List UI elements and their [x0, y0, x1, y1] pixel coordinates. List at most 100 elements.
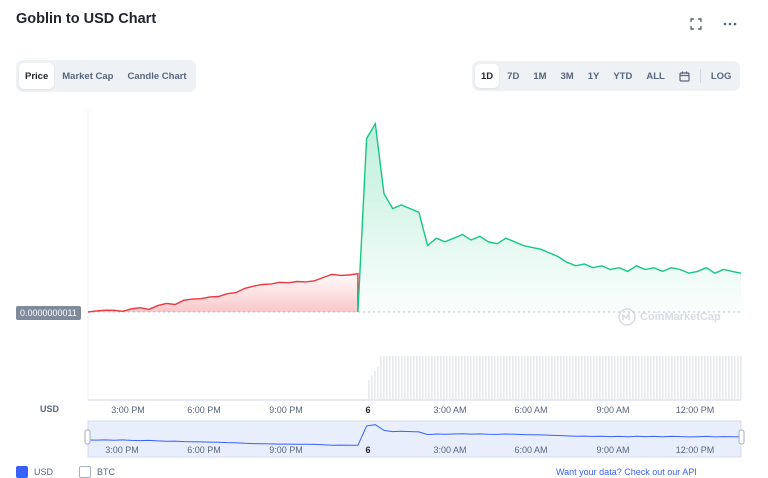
- toolbar-divider: [699, 69, 701, 83]
- log-scale-toggle[interactable]: LOG: [710, 70, 732, 82]
- volume-bar: [539, 356, 541, 400]
- navigator-tick-label: 9:00 PM: [269, 445, 303, 455]
- volume-bar: [533, 356, 535, 400]
- legend: USD BTC: [16, 466, 115, 478]
- x-tick-label: 9:00 AM: [596, 405, 630, 415]
- tab-market-cap[interactable]: Market Cap: [62, 70, 114, 82]
- volume-bar: [446, 356, 448, 400]
- volume-bar: [629, 356, 631, 400]
- volume-bar: [617, 356, 619, 400]
- range-1d[interactable]: 1D: [475, 64, 500, 88]
- volume-bar: [632, 356, 634, 400]
- tab-price[interactable]: Price: [19, 63, 55, 89]
- volume-bar: [548, 356, 550, 400]
- volume-bar: [395, 356, 397, 400]
- volume-bar: [575, 356, 577, 400]
- volume-bar: [620, 356, 622, 400]
- volume-bar: [521, 356, 523, 400]
- series-line-down: [87, 272, 359, 313]
- api-link[interactable]: Want your data? Check out our API: [556, 467, 697, 477]
- volume-bar: [614, 356, 616, 400]
- volume-bar: [560, 356, 562, 400]
- range-navigator: [84, 420, 745, 458]
- volume-bar: [503, 356, 505, 400]
- navigator-handle-right: [738, 429, 745, 445]
- chart-toolbar-icons: [688, 16, 738, 32]
- volume-bar: [428, 356, 430, 400]
- volume-bar: [551, 356, 553, 400]
- volume-bar: [608, 356, 610, 400]
- checkbox-icon[interactable]: [79, 466, 92, 478]
- volume-bar: [668, 356, 670, 400]
- volume-bar: [518, 356, 520, 400]
- volume-bar: [410, 356, 412, 400]
- legend-usd[interactable]: USD: [16, 466, 53, 478]
- volume-bar: [647, 356, 649, 400]
- volume-bar: [506, 356, 508, 400]
- more-dots-icon[interactable]: [722, 16, 738, 32]
- volume-bar: [731, 356, 733, 400]
- navigator-tick-label: 6:00 AM: [514, 445, 548, 455]
- volume-bar: [422, 356, 424, 400]
- navigator-handle-left: [84, 429, 91, 445]
- volume-bar: [524, 356, 526, 400]
- axis-unit-label: USD: [40, 404, 60, 414]
- volume-bar: [716, 356, 718, 400]
- range-3m[interactable]: 3M: [560, 70, 574, 82]
- volume-bar: [665, 356, 667, 400]
- x-tick-label: 9:00 PM: [269, 405, 303, 415]
- volume-bar: [557, 356, 559, 400]
- current-price-tag: 0.0000000011: [16, 306, 81, 320]
- range-1y[interactable]: 1Y: [587, 70, 600, 82]
- volume-bar: [578, 356, 580, 400]
- volume-bar: [719, 356, 721, 400]
- navigator-tick-label: 3:00 AM: [433, 445, 467, 455]
- volume-bar: [482, 356, 484, 400]
- volume-bar: [527, 356, 529, 400]
- volume-bar: [458, 356, 460, 400]
- volume-bar: [461, 356, 463, 400]
- range-ytd[interactable]: YTD: [613, 70, 633, 82]
- x-tick-label: 6:00 AM: [514, 405, 548, 415]
- volume-bar: [554, 356, 556, 400]
- x-tick-label: 12:00 PM: [675, 405, 715, 415]
- volume-bar: [467, 356, 469, 400]
- series-line-up: [357, 121, 742, 313]
- volume-bar: [698, 356, 700, 400]
- calendar-icon[interactable]: [673, 64, 696, 88]
- volume-bar: [389, 356, 391, 400]
- volume-bar: [596, 356, 598, 400]
- legend-btc[interactable]: BTC: [79, 466, 115, 478]
- tab-candle-chart[interactable]: Candle Chart: [127, 70, 187, 82]
- range-1m[interactable]: 1M: [533, 70, 547, 82]
- volume-bar: [602, 356, 604, 400]
- volume-bar: [734, 356, 736, 400]
- volume-bar: [473, 356, 475, 400]
- volume-bar: [377, 366, 379, 400]
- volume-bar: [650, 356, 652, 400]
- volume-bar: [374, 371, 376, 400]
- volume-bar: [437, 356, 439, 400]
- x-tick-label: 3:00 AM: [433, 405, 467, 415]
- x-tick-label: 6:00 PM: [187, 405, 221, 415]
- navigator-tick-label: 6:00 PM: [187, 445, 221, 455]
- volume-bar: [542, 356, 544, 400]
- fullscreen-icon[interactable]: [688, 16, 704, 32]
- navigator-tick-label: 6: [365, 445, 371, 455]
- volume-bar: [656, 356, 658, 400]
- range-7d[interactable]: 7D: [507, 70, 520, 82]
- volume-bar: [476, 356, 478, 400]
- volume-bar: [572, 356, 574, 400]
- range-all[interactable]: ALL: [646, 70, 665, 82]
- volume-bar: [662, 356, 664, 400]
- checkbox-icon[interactable]: [16, 466, 28, 478]
- volume-bar: [491, 356, 493, 400]
- volume-bar: [587, 356, 589, 400]
- volume-bar: [470, 356, 472, 400]
- watermark-text: CoinMarketCap: [640, 311, 721, 323]
- volume-bar: [536, 356, 538, 400]
- navigator-tick-label: 12:00 PM: [675, 445, 715, 455]
- volume-bar: [512, 356, 514, 400]
- volume-bar: [611, 356, 613, 400]
